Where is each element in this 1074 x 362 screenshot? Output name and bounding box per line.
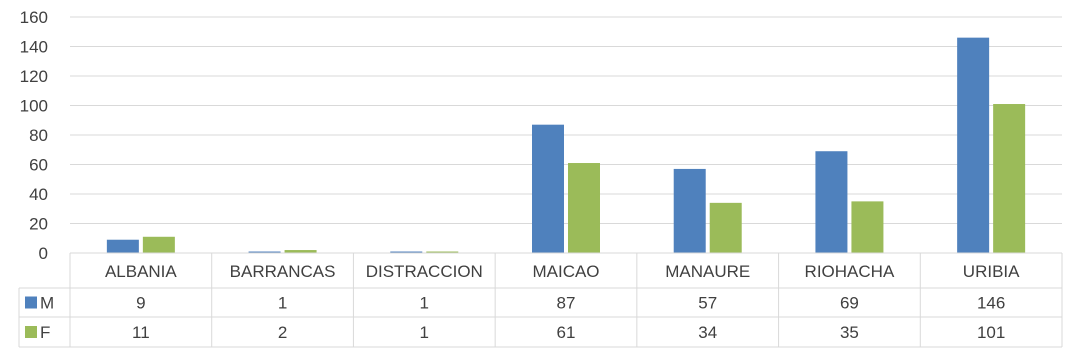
bar-F-riohacha	[851, 201, 884, 253]
data-label: 69	[840, 294, 859, 313]
bar-M-albania	[106, 239, 139, 253]
data-label: 34	[698, 323, 717, 342]
category-label: MANAURE	[665, 262, 750, 281]
y-tick-label: 120	[20, 67, 48, 86]
data-label: 61	[557, 323, 576, 342]
bar-F-distraccion	[426, 251, 459, 253]
bar-M-maicao	[532, 124, 564, 253]
category-label: BARRANCAS	[230, 262, 336, 281]
category-label: ALBANIA	[105, 262, 177, 281]
y-tick-label: 0	[39, 244, 48, 263]
bar-F-uribia	[993, 104, 1026, 254]
bar-M-manaure	[673, 168, 706, 253]
data-label: 1	[420, 323, 429, 342]
category-label: RIOHACHA	[805, 262, 895, 281]
data-label: 57	[698, 294, 717, 313]
data-label: 101	[977, 323, 1005, 342]
data-label: 146	[977, 294, 1005, 313]
data-label: 35	[840, 323, 859, 342]
y-tick-label: 40	[29, 185, 48, 204]
bar-M-barrancas	[248, 251, 281, 253]
legend-key-M	[25, 296, 37, 309]
y-tick-label: 80	[29, 126, 48, 145]
bar-F-albania	[142, 236, 175, 253]
bars	[106, 37, 1026, 254]
data-label: 2	[278, 323, 287, 342]
y-tick-label: 140	[20, 38, 48, 57]
bar-F-barrancas	[284, 250, 317, 253]
data-table: ALBANIA BARRANCAS DISTRACCION MAICAO MANAURE…	[18, 252, 1063, 348]
y-tick-label: 60	[29, 156, 48, 175]
bar-F-manaure	[709, 202, 742, 253]
legend-label: F	[40, 323, 50, 342]
category-label: URIBIA	[963, 262, 1020, 281]
y-axis: 0 20 40 60 80 100 120 140 160	[20, 8, 48, 263]
gridlines	[70, 16, 1062, 224]
category-label: DISTRACCION	[366, 262, 483, 281]
data-label: 11	[132, 323, 150, 342]
y-tick-label: 160	[20, 8, 48, 27]
bar-M-uribia	[957, 37, 990, 254]
legend-label: M	[40, 294, 54, 313]
bar-F-maicao	[568, 163, 600, 253]
bar-M-riohacha	[815, 151, 848, 253]
y-tick-label: 20	[29, 215, 48, 234]
data-label: 1	[278, 294, 287, 313]
bar-M-distraccion	[390, 251, 423, 253]
data-label: 1	[420, 294, 429, 313]
legend-key-F	[25, 326, 37, 338]
data-label: 87	[557, 294, 576, 313]
category-label: MAICAO	[532, 262, 599, 281]
data-label: 9	[136, 294, 145, 313]
y-tick-label: 100	[20, 97, 48, 116]
